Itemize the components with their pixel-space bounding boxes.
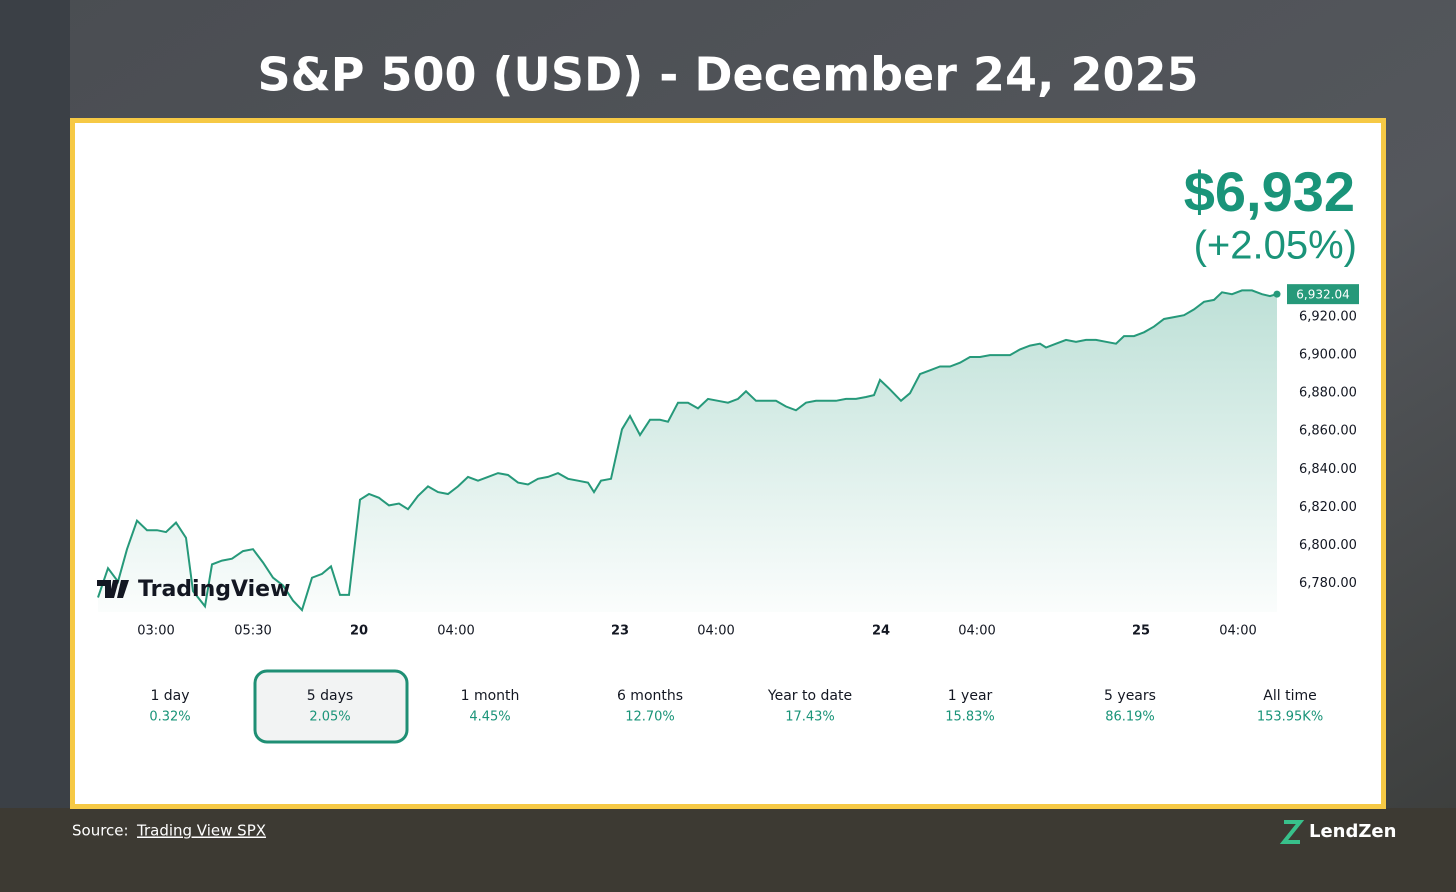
y-tick-label: 6,780.00	[1299, 576, 1357, 591]
range-button[interactable]: 1 day 0.32%	[149, 688, 190, 725]
range-change: 17.43%	[785, 710, 835, 725]
x-tick-label: 23	[611, 624, 629, 639]
range-button[interactable]: All time 153.95K%	[1257, 688, 1323, 725]
y-tick-label: 6,840.00	[1299, 462, 1357, 477]
watermark: TradingView	[138, 577, 290, 602]
source-label: Source:	[72, 822, 129, 840]
lendzen-logo: LendZen	[1279, 820, 1396, 844]
x-tick-label: 04:00	[697, 624, 734, 639]
range-button[interactable]: 1 year 15.83%	[945, 688, 995, 725]
price: $6,932	[1184, 160, 1355, 223]
y-tick-label: 6,900.00	[1299, 348, 1357, 363]
y-tick-label: 6,860.00	[1299, 424, 1357, 439]
last-point	[1273, 290, 1281, 298]
x-tick-label: 05:30	[234, 624, 271, 639]
ground	[0, 808, 1456, 892]
range-label: 5 years	[1104, 688, 1156, 704]
x-tick-label: 20	[350, 624, 368, 639]
y-tick-label: 6,880.00	[1299, 386, 1357, 401]
range-button[interactable]: Year to date 17.43%	[767, 688, 852, 725]
range-change: 86.19%	[1105, 710, 1155, 725]
area	[98, 290, 1277, 612]
logo-mark	[1279, 820, 1305, 844]
x-tick-label: 03:00	[137, 624, 174, 639]
range-label: 1 day	[150, 688, 189, 704]
y-tick-label: 6,920.00	[1299, 310, 1357, 325]
plot: 6,780.00 6,800.00 6,820.00 6,840.00 6,860.00…	[97, 284, 1359, 639]
range-label: All time	[1263, 688, 1316, 704]
range-button[interactable]: 1 month 4.45%	[461, 688, 520, 725]
range-change: 153.95K%	[1257, 710, 1323, 725]
change: (+2.05%)	[1194, 224, 1357, 268]
y-tick-label: 6,800.00	[1299, 538, 1357, 553]
range-button[interactable]: 6 months 12.70%	[617, 688, 683, 725]
house-siding	[0, 0, 70, 892]
range-change: 4.45%	[469, 710, 510, 725]
selected-range	[253, 669, 409, 744]
source-link[interactable]: Trading View SPX	[136, 822, 266, 840]
x-tick-label: 04:00	[1219, 624, 1256, 639]
brand: LendZen	[1309, 821, 1396, 842]
range-change: 15.83%	[945, 710, 995, 725]
range-button[interactable]: 5 days 2.05%	[253, 669, 409, 744]
range-label: 1 year	[948, 688, 993, 704]
range-change: 0.32%	[149, 710, 190, 725]
x-tick-label: 04:00	[437, 624, 474, 639]
tradingview-logo: TradingView	[97, 577, 290, 602]
range-label: 5 days	[307, 688, 353, 704]
range-label: 6 months	[617, 688, 683, 704]
x-tick-label: 04:00	[958, 624, 995, 639]
price-line	[97, 289, 1278, 613]
last-price-badge	[1287, 284, 1359, 305]
logo-icon	[97, 580, 129, 598]
y-tick-label: 6,820.00	[1299, 500, 1357, 515]
x-tick-label: 24	[872, 624, 890, 639]
last-price-label: 6,932.04	[1296, 288, 1349, 302]
range-label: Year to date	[767, 688, 852, 704]
range-label: 1 month	[461, 688, 520, 704]
range-change: 2.05%	[309, 710, 350, 725]
title: S&P 500 (USD) - December 24, 2025	[258, 48, 1199, 102]
range-change: 12.70%	[625, 710, 675, 725]
x-tick-label: 25	[1132, 624, 1150, 639]
range-selector: 1 day 0.32% 5 days 2.05% 1 month 4.45% 6 month…	[149, 669, 1323, 744]
range-button[interactable]: 5 years 86.19%	[1104, 688, 1156, 725]
